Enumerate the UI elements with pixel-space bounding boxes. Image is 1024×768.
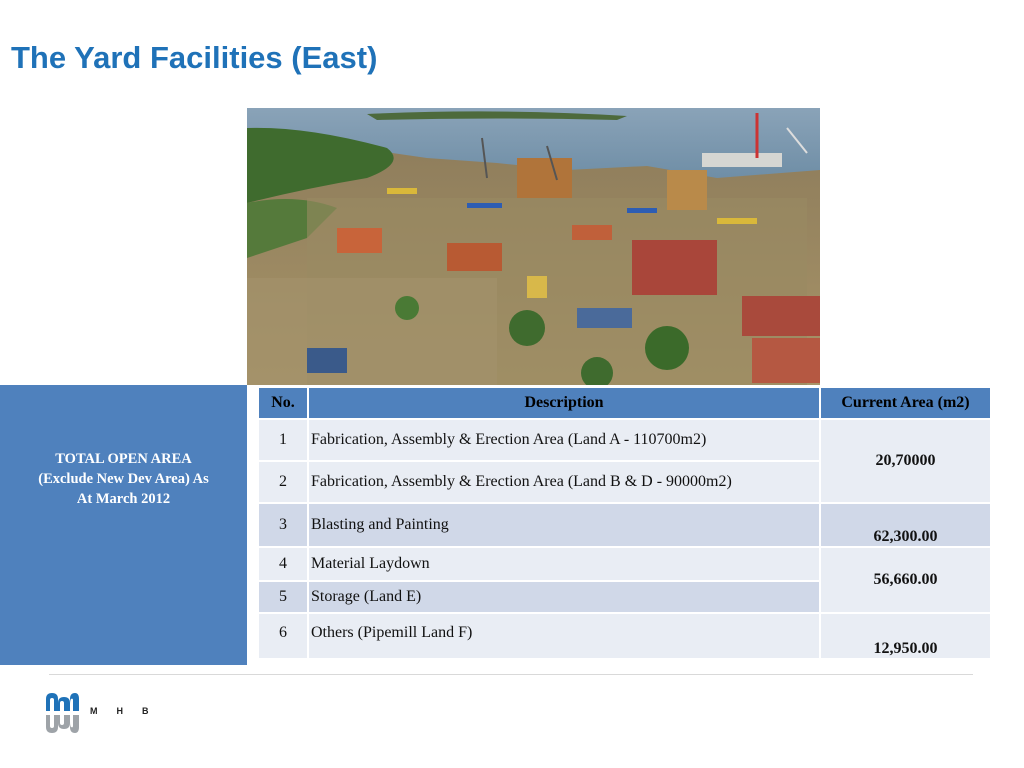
row-no: 1 bbox=[257, 418, 309, 462]
total-open-area-panel: TOTAL OPEN AREA (Exclude New Dev Area) A… bbox=[0, 385, 247, 665]
table-row: 6 Others (Pipemill Land F) 12,950.00 bbox=[257, 612, 992, 660]
area-value: 62,300.00 bbox=[819, 502, 992, 548]
area-value: 56,660.00 bbox=[819, 546, 992, 614]
yard-aerial-photo bbox=[247, 108, 820, 385]
table-row: 1 Fabrication, Assembly & Erection Area … bbox=[257, 418, 992, 504]
row-no: 5 bbox=[257, 580, 309, 614]
slide-title: The Yard Facilities (East) bbox=[11, 40, 378, 75]
row-no: 6 bbox=[257, 612, 309, 660]
header-no: No. bbox=[257, 386, 309, 420]
panel-line-1: TOTAL OPEN AREA bbox=[55, 451, 192, 467]
row-no: 2 bbox=[257, 460, 309, 504]
panel-line-3: At March 2012 bbox=[76, 491, 171, 507]
row-description: Fabrication, Assembly & Erection Area (L… bbox=[307, 460, 821, 504]
row-description: Material Laydown bbox=[307, 546, 821, 582]
panel-line-2: (Exclude New Dev Area) As bbox=[38, 471, 209, 487]
area-table: No. Description Current Area (m2) 1 Fabr… bbox=[257, 386, 992, 660]
logo-text: MHB bbox=[90, 706, 168, 716]
mhb-logo-icon bbox=[44, 691, 80, 740]
row-description: Blasting and Painting bbox=[307, 502, 821, 548]
area-value: 12,950.00 bbox=[819, 612, 992, 660]
table-row: 4 Material Laydown 56,660.00 bbox=[257, 546, 992, 614]
area-value: 20,70000 bbox=[819, 418, 992, 504]
row-no: 3 bbox=[257, 502, 309, 548]
row-description: Fabrication, Assembly & Erection Area (L… bbox=[307, 418, 821, 462]
footer-divider bbox=[49, 674, 973, 675]
header-description: Description bbox=[307, 386, 821, 420]
table-row: 3 Blasting and Painting 62,300.00 bbox=[257, 502, 992, 548]
row-description: Others (Pipemill Land F) bbox=[307, 612, 821, 660]
table-header-row: No. Description Current Area (m2) bbox=[257, 386, 992, 420]
row-no: 4 bbox=[257, 546, 309, 582]
row-description: Storage (Land E) bbox=[307, 580, 821, 614]
header-current-area: Current Area (m2) bbox=[819, 386, 992, 420]
